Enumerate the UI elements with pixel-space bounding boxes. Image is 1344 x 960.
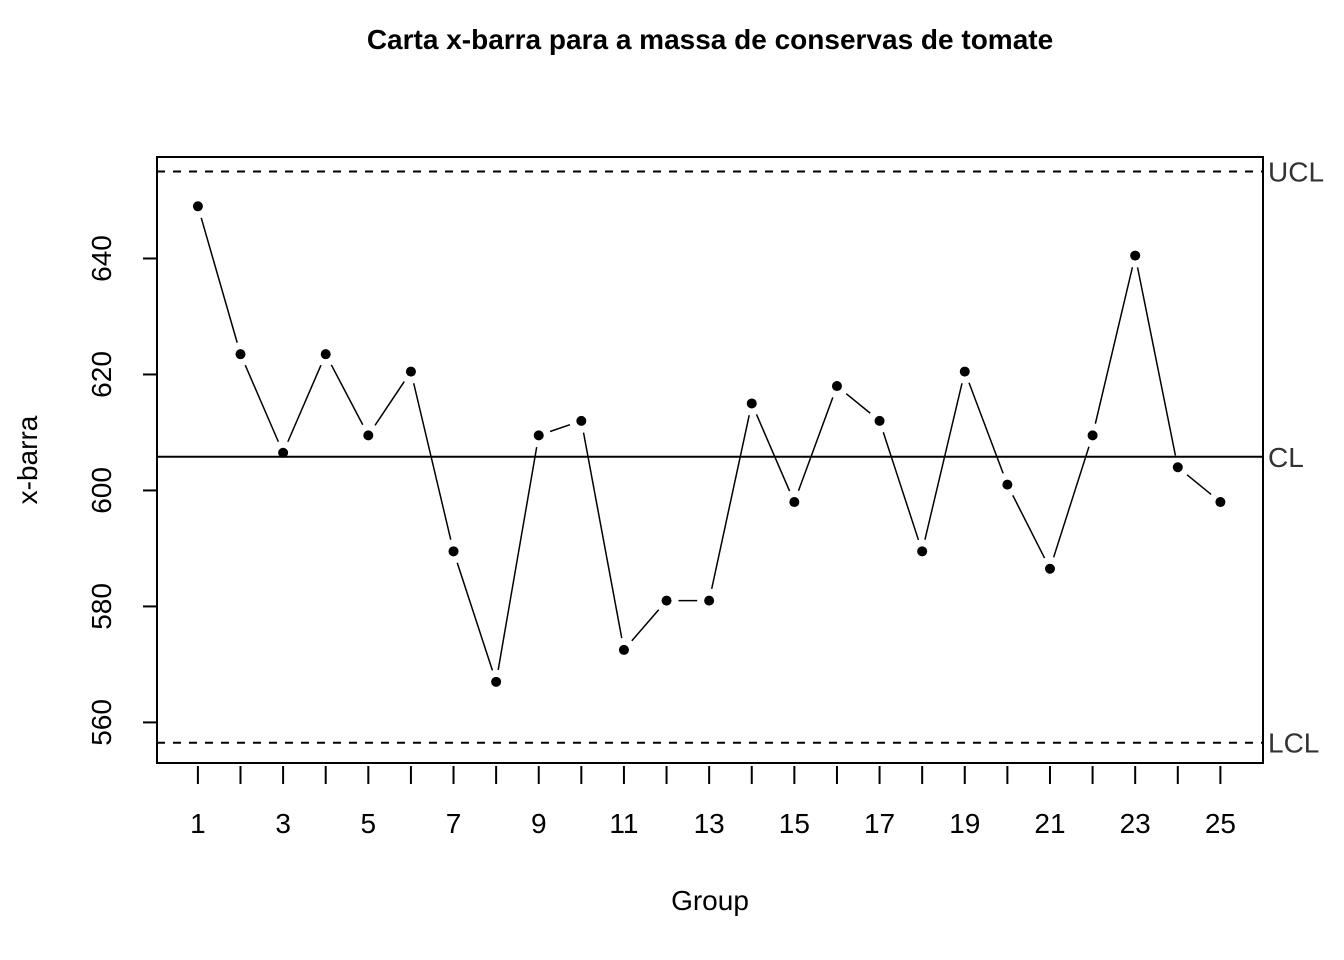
y-axis: 560 580 600 620 640 xyxy=(86,235,157,746)
ucl-label: UCL xyxy=(1268,156,1324,187)
data-point xyxy=(576,415,587,426)
cl-label: CL xyxy=(1268,442,1304,473)
series-segment xyxy=(845,393,871,414)
x-tick-label: 13 xyxy=(694,808,725,839)
x-tick-label: 17 xyxy=(864,808,895,839)
series-segment xyxy=(1186,474,1212,496)
plot-frame xyxy=(156,156,1264,764)
series-segment xyxy=(1136,267,1177,456)
data-point xyxy=(192,201,203,212)
y-tick-label: 580 xyxy=(86,583,117,630)
data-point xyxy=(917,546,928,557)
chart-title: Carta x-barra para a massa de conservas … xyxy=(367,24,1053,55)
series-segment xyxy=(710,415,750,590)
data-point xyxy=(448,546,459,557)
data-point xyxy=(278,447,289,458)
series-segment xyxy=(968,382,1004,474)
series-segment xyxy=(412,383,452,540)
x-tick-label: 19 xyxy=(949,808,980,839)
x-axis: 1 3 5 7 9 11 13 15 17 19 21 23 25 xyxy=(190,766,1236,839)
x-tick-label: 15 xyxy=(779,808,810,839)
series-segment xyxy=(330,364,364,426)
data-point xyxy=(1087,430,1098,441)
y-tick-label: 620 xyxy=(86,351,117,398)
data-point xyxy=(491,676,502,687)
series-segment xyxy=(924,383,963,540)
x-tick-label: 1 xyxy=(190,808,206,839)
x-tick-label: 7 xyxy=(446,808,462,839)
data-point xyxy=(363,430,374,441)
x-tick-label: 3 xyxy=(275,808,291,839)
y-tick-label: 600 xyxy=(86,467,117,514)
series-segment xyxy=(374,381,405,426)
series-segment xyxy=(882,432,920,541)
x-axis-label: Group xyxy=(671,885,749,916)
data-point xyxy=(789,497,800,508)
data-point xyxy=(235,349,246,360)
series-segment xyxy=(244,364,280,443)
x-tick-label: 25 xyxy=(1205,808,1236,839)
data-point xyxy=(746,398,757,409)
x-tick-label: 11 xyxy=(609,808,638,839)
data-point xyxy=(704,595,715,606)
series-segment xyxy=(1094,267,1134,424)
data-point xyxy=(959,366,970,377)
data-point xyxy=(405,366,416,377)
series-segment xyxy=(797,397,834,492)
data-point xyxy=(874,415,885,426)
x-tick-label: 23 xyxy=(1120,808,1151,839)
y-axis-label: x-barra xyxy=(12,415,43,504)
series-segment xyxy=(582,432,623,639)
y-tick-label: 640 xyxy=(86,235,117,282)
x-tick-label: 5 xyxy=(361,808,377,839)
series-segment xyxy=(1012,495,1046,559)
data-point xyxy=(618,644,629,655)
data-point xyxy=(831,381,842,392)
data-point xyxy=(533,430,544,441)
x-tick-label: 21 xyxy=(1034,808,1065,839)
y-tick-label: 560 xyxy=(86,699,117,746)
series-segment xyxy=(287,364,322,443)
data-point xyxy=(661,595,672,606)
data-point xyxy=(1044,563,1055,574)
data-point xyxy=(1002,479,1013,490)
data-point xyxy=(1215,497,1226,508)
data-point xyxy=(1172,462,1183,473)
series-segment xyxy=(631,609,660,642)
series-segment xyxy=(755,414,791,492)
xbar-series xyxy=(192,201,1226,687)
data-point xyxy=(1130,250,1141,261)
data-point xyxy=(320,349,331,360)
x-tick-label: 9 xyxy=(531,808,547,839)
lcl-label: LCL xyxy=(1268,728,1319,759)
series-segment xyxy=(497,447,538,671)
series-segment xyxy=(456,562,494,671)
series-segment xyxy=(1052,446,1090,558)
series-segment xyxy=(549,424,571,433)
series-segment xyxy=(200,217,238,343)
